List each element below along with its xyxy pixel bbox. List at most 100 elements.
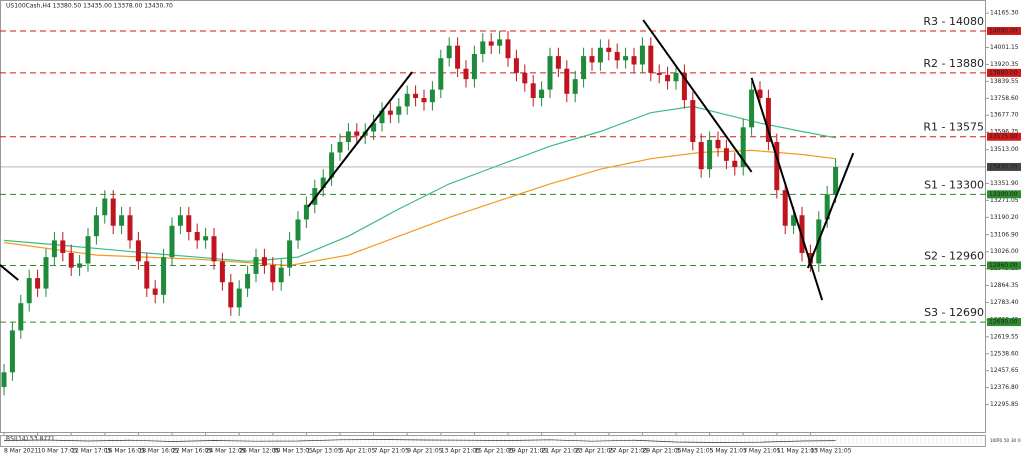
candle-body <box>707 139 713 170</box>
y-tick-label: 12783.40 <box>990 299 1019 306</box>
candle-body <box>135 240 141 262</box>
y-tick-label: 13351.90 <box>990 180 1019 187</box>
rsi-tick-label: 30 <box>1011 438 1017 443</box>
candle-body <box>522 72 528 84</box>
candle-body <box>455 45 461 69</box>
x-tick-label: 13 Apr 21:05 <box>441 448 480 455</box>
y-tick-label: 13026.00 <box>990 248 1019 255</box>
x-tick-label: 5 Apr 21:05 <box>340 448 375 455</box>
candle-body <box>774 141 780 191</box>
candle-body <box>169 225 175 258</box>
candle-body <box>631 56 637 65</box>
candle-body <box>236 288 242 308</box>
candle-body <box>354 131 360 136</box>
level-name: R3 - 14080 <box>923 15 984 28</box>
candle-body <box>740 127 746 168</box>
candle-body <box>9 330 15 373</box>
y-tick-label: 13513.00 <box>990 146 1019 153</box>
x-tick-label: 13 May 21:05 <box>810 448 851 455</box>
rsi-tick-label: 0 <box>1018 438 1021 443</box>
level-box <box>987 318 1021 327</box>
y-tick-label: 13677.70 <box>990 112 1019 119</box>
trendline <box>307 71 414 208</box>
candle-body <box>791 215 797 226</box>
trendline <box>750 77 824 301</box>
y-tick-label: 13758.60 <box>990 95 1019 102</box>
x-tick-label: 22 Mar 16:05 <box>172 448 212 455</box>
candle-body <box>161 257 167 295</box>
candle-body <box>488 41 494 46</box>
level-label: 13575.00 <box>989 133 1018 140</box>
candle-body <box>547 56 553 90</box>
candle-body <box>656 72 662 75</box>
candle-body <box>429 89 435 103</box>
candle-body <box>673 72 679 82</box>
x-tick-label: 26 Mar 12:05 <box>239 448 279 455</box>
candle-body <box>765 98 771 142</box>
candle-body <box>345 131 351 142</box>
x-tick-label: 30 Mar 13:05 <box>273 448 313 455</box>
candle-body <box>530 83 536 99</box>
y-tick-label: 12376.80 <box>990 384 1019 391</box>
level-box <box>987 261 1021 270</box>
candle-body <box>723 148 729 161</box>
candle-body <box>555 56 561 69</box>
candle-body <box>623 56 629 61</box>
candle-body <box>513 58 519 73</box>
x-tick-label: 27 Apr 21:05 <box>609 448 648 455</box>
candle-body <box>715 139 721 149</box>
x-tick-label: 5 May 21:05 <box>710 448 748 455</box>
level-name: R1 - 13575 <box>923 121 984 134</box>
candle-body <box>320 177 326 189</box>
x-tick-label: 10 Mar 17:05 <box>38 448 78 455</box>
candle-body <box>782 190 788 226</box>
candle-body <box>749 89 755 128</box>
candle-body <box>807 252 813 264</box>
candle-body <box>648 45 654 73</box>
y-tick-label: 14165.30 <box>990 10 1019 17</box>
candle-body <box>572 79 578 94</box>
candle-body <box>505 39 511 59</box>
level-box <box>987 190 1021 199</box>
candle-body <box>85 236 91 264</box>
candle-body <box>581 56 587 80</box>
level-name: R2 - 13880 <box>923 57 984 70</box>
level-box <box>987 26 1021 35</box>
candle-body <box>1 372 7 387</box>
candle-body <box>194 232 200 241</box>
candle-body <box>295 219 301 241</box>
x-tick-label: 21 Apr 21:05 <box>542 448 581 455</box>
x-tick-label: 18 Mar 16:05 <box>138 448 178 455</box>
rsi-title: RSI(14) 53.8771 <box>6 436 55 443</box>
y-tick-label: 13190.20 <box>990 214 1019 221</box>
candle-body <box>387 110 393 115</box>
candle-body <box>152 288 158 295</box>
candle-body <box>690 100 696 142</box>
level-label: 12690.00 <box>989 319 1018 326</box>
candle-body <box>219 261 225 283</box>
candle-body <box>497 39 503 46</box>
candle-body <box>413 93 419 99</box>
y-tick-label: 12619.55 <box>990 333 1019 340</box>
y-tick-label: 13920.35 <box>990 61 1019 68</box>
x-tick-label: 7 May 21:05 <box>743 448 781 455</box>
rsi-tick-label: 70 <box>997 438 1003 443</box>
x-tick-label: 9 Apr 21:05 <box>407 448 442 455</box>
x-tick-label: 8 Mar 2021 <box>4 448 38 455</box>
y-tick-label: 12864.35 <box>990 282 1019 289</box>
candle-body <box>186 215 192 233</box>
x-tick-label: 3 May 21:05 <box>676 448 714 455</box>
candle-body <box>379 110 385 124</box>
x-tick-label: 11 May 21:05 <box>777 448 818 455</box>
candle-body <box>471 54 477 80</box>
y-tick-label: 12457.65 <box>990 367 1019 374</box>
candle-body <box>732 160 738 168</box>
candle-body <box>278 267 284 283</box>
trendline <box>806 152 855 269</box>
candle-body <box>211 236 217 262</box>
rsi-tick-label: 100 <box>990 438 998 443</box>
y-tick-label: 13271.05 <box>990 197 1019 204</box>
chart-title: US100Cash,H4 13380.50 13435.00 13378.00 … <box>6 3 173 10</box>
candle-body <box>597 47 603 63</box>
candle-body <box>564 68 570 94</box>
